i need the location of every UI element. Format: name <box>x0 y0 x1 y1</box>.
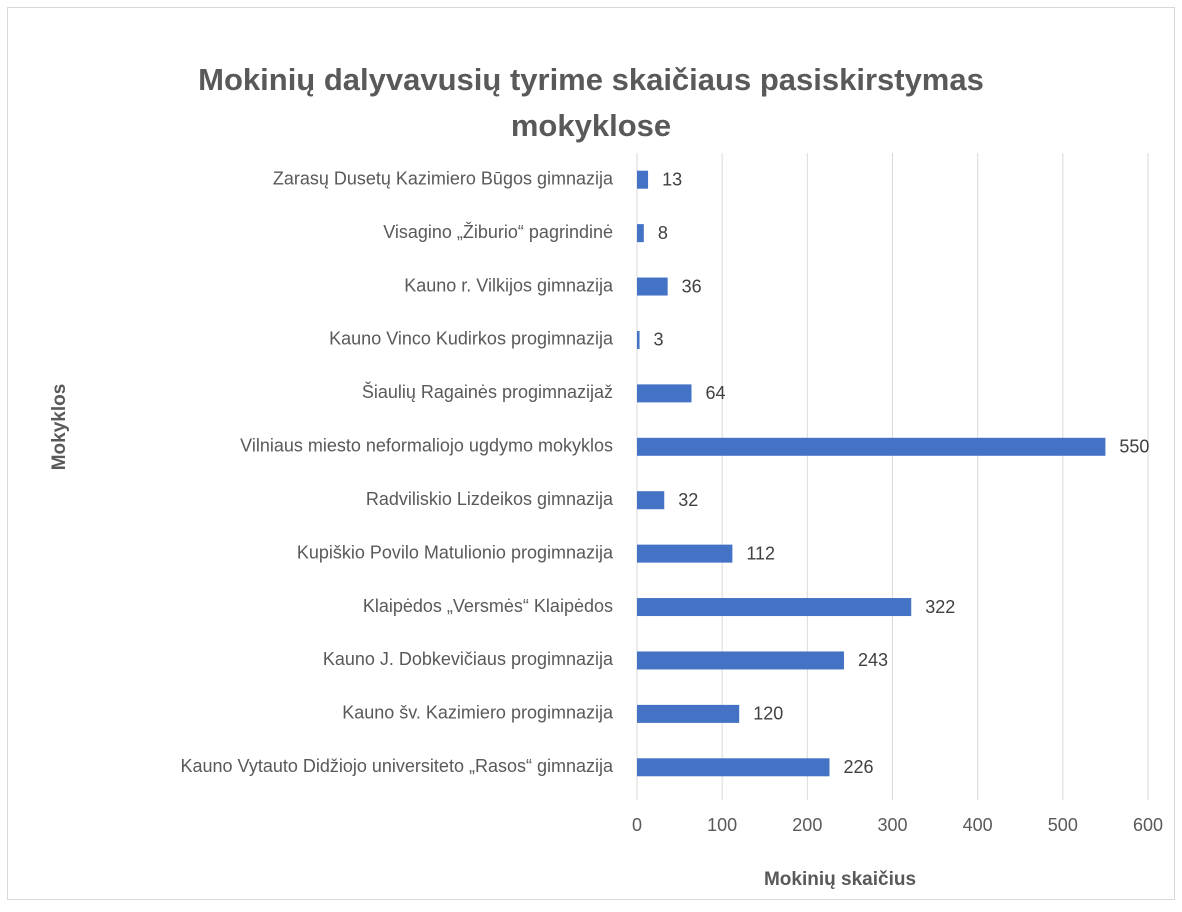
bar <box>637 277 668 296</box>
x-tick-label: 400 <box>963 815 993 835</box>
y-tick-label: Vilniaus miesto neformaliojo ugdymo moky… <box>240 436 613 456</box>
x-tick-label: 0 <box>632 815 642 835</box>
y-tick-label: Kauno J. Dobkevičiaus progimnazija <box>323 649 614 669</box>
y-tick-label: Kauno Vytauto Didžiojo universiteto „Ras… <box>180 756 614 776</box>
data-label: 322 <box>925 597 955 617</box>
data-label: 32 <box>678 490 698 510</box>
bar <box>637 544 733 563</box>
bar <box>637 704 740 723</box>
bar <box>637 384 692 403</box>
bar <box>637 330 640 349</box>
x-tick-label: 200 <box>792 815 822 835</box>
bar <box>637 170 649 189</box>
data-label: 8 <box>658 223 668 243</box>
bar <box>637 651 844 670</box>
y-tick-label: Zarasų Dusetų Kazimiero Būgos gimnazija <box>273 168 614 188</box>
y-tick-label: Kauno šv. Kazimiero progimnazija <box>342 703 614 723</box>
data-label: 13 <box>662 169 682 189</box>
x-tick-label: 100 <box>707 815 737 835</box>
bar <box>637 598 912 617</box>
data-label: 36 <box>682 276 702 296</box>
bar <box>637 491 665 510</box>
x-axis-label: Mokinių skaičius <box>764 869 916 890</box>
data-label: 120 <box>753 704 783 724</box>
x-tick-label: 600 <box>1133 815 1163 835</box>
y-axis-label: Mokyklos <box>49 384 70 471</box>
data-label: 3 <box>654 330 664 350</box>
data-label: 226 <box>843 757 873 777</box>
x-tick-label: 300 <box>877 815 907 835</box>
bar <box>637 224 644 243</box>
data-label: 112 <box>746 543 775 563</box>
data-label: 64 <box>706 383 726 403</box>
y-tick-label: Radviliskio Lizdeikos gimnazija <box>366 489 614 509</box>
y-tick-label: Kupiškio Povilo Matulionio progimnazija <box>297 542 614 562</box>
data-label: 550 <box>1119 437 1149 457</box>
y-tick-label: Visagino „Žiburio“ pagrindinė <box>383 222 613 242</box>
x-tick-label: 500 <box>1048 815 1078 835</box>
chart-title: Mokinių dalyvavusių tyrime skaičiaus pas… <box>198 62 984 143</box>
y-tick-label: Šiaulių Ragainės progimnazijaž <box>362 381 613 402</box>
y-tick-label: Kauno r. Vilkijos gimnazija <box>404 275 614 295</box>
bar <box>637 437 1106 456</box>
y-tick-label: Klaipėdos „Versmės“ Klaipėdos <box>363 596 613 616</box>
bar <box>637 758 830 777</box>
data-label: 243 <box>858 650 888 670</box>
y-tick-label: Kauno Vinco Kudirkos progimnazija <box>329 329 614 349</box>
